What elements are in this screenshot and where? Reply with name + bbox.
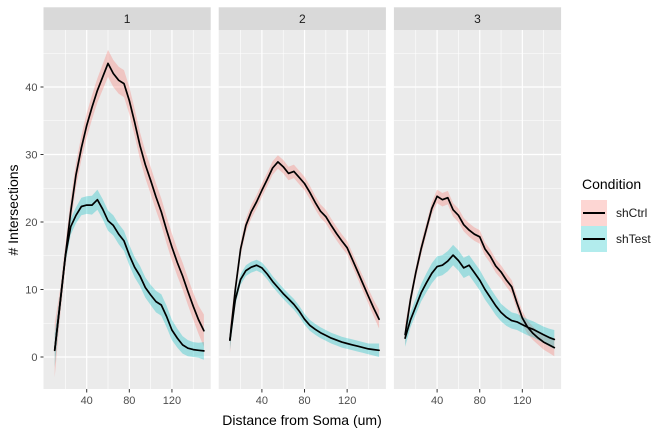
mean-line-shTest — [404, 254, 556, 341]
mean-line-shCtrl — [229, 161, 380, 341]
mean-line-shCtrl — [404, 195, 556, 349]
x-tick-label: 80 — [298, 395, 310, 407]
mean-line-shCtrl — [53, 62, 205, 352]
facet-strip-label: 1 — [124, 12, 131, 26]
facet-panel-3: 3 40 80 120 — [393, 7, 562, 407]
facet-strip-label: 2 — [299, 12, 306, 26]
legend-ribbon-swatch-shctrl — [581, 200, 607, 226]
legend-label-shtest: shTest — [616, 232, 651, 246]
legend: Condition shCtrl shTest — [581, 176, 651, 252]
facet-panel-1: 1 40 80 120 — [43, 7, 211, 407]
x-tick-label: 120 — [163, 395, 181, 407]
facet-strip — [43, 7, 211, 31]
legend-title: Condition — [582, 176, 642, 192]
facet-strip — [218, 7, 386, 31]
y-tick-label: 10 — [25, 285, 37, 297]
legend-key-shctrl: shCtrl — [581, 200, 651, 226]
legend-label-shctrl: shCtrl — [616, 206, 648, 220]
legend-key-shtest: shTest — [581, 226, 651, 252]
mean-line-shTest — [229, 264, 380, 352]
x-tick-label: 120 — [338, 395, 356, 407]
x-tick-label: 40 — [256, 395, 268, 407]
facet-strip-label: 3 — [474, 12, 481, 26]
x-tick-label: 80 — [474, 395, 486, 407]
y-tick-label: 20 — [25, 217, 37, 229]
facet-strip — [393, 7, 562, 31]
sem-ribbon-shTest — [54, 189, 204, 368]
sem-ribbon-shTest — [405, 244, 555, 349]
legend-ribbon-swatch-shtest — [581, 226, 607, 252]
y-tick-label: 0 — [31, 352, 37, 364]
mean-line-shTest — [53, 198, 205, 352]
y-axis-title: # Intersections — [5, 164, 21, 256]
y-tick-label: 40 — [25, 82, 37, 94]
panel-background — [218, 30, 386, 389]
x-tick-label: 120 — [513, 395, 531, 407]
mean-line-icon — [583, 212, 605, 214]
x-tick-label: 40 — [81, 395, 93, 407]
x-axis-title: Distance from Soma (um) — [222, 412, 382, 428]
x-tick-label: 40 — [431, 395, 443, 407]
x-tick-label: 80 — [123, 395, 135, 407]
y-tick-label: 30 — [25, 150, 37, 162]
facet-panel-2: 2 40 80 120 — [218, 7, 386, 407]
mean-line-icon — [583, 238, 605, 240]
